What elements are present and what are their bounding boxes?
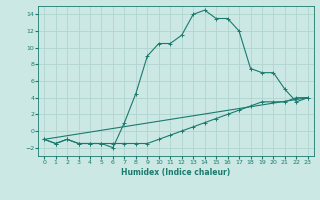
X-axis label: Humidex (Indice chaleur): Humidex (Indice chaleur) <box>121 168 231 177</box>
